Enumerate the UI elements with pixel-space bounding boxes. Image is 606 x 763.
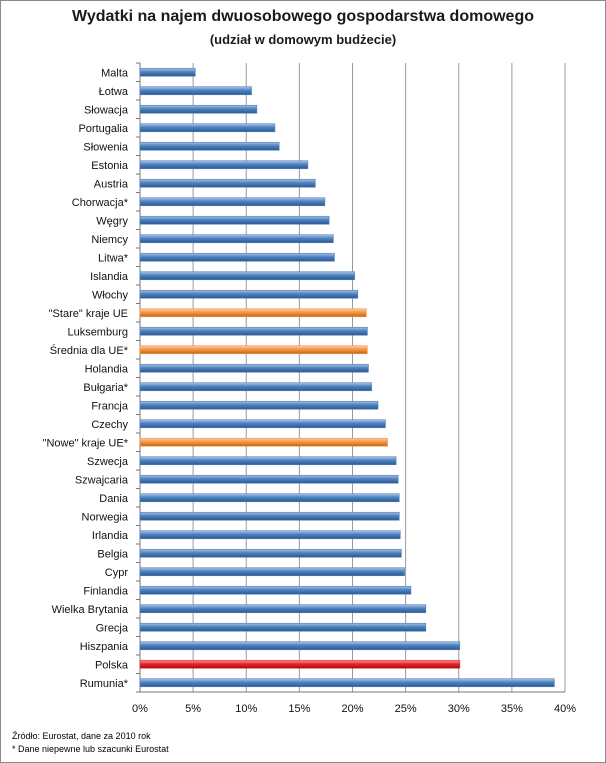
category-label: Grecja (96, 622, 129, 634)
source-note: Źródło: Eurostat, dane za 2010 rok (12, 731, 151, 741)
bar-29 (139, 604, 427, 614)
category-label: Portugalia (78, 123, 128, 135)
bar-24 (139, 511, 400, 521)
category-label: Islandia (90, 271, 129, 283)
category-label: Słowacja (84, 104, 129, 116)
estimate-note: * Dane niepewne lub szacunki Eurostat (12, 744, 169, 754)
x-tick-label: 35% (501, 703, 523, 715)
bar-23 (139, 493, 400, 503)
category-label: Cypr (105, 567, 129, 579)
category-label: Węgry (96, 215, 128, 227)
x-tick-label: 30% (448, 703, 470, 715)
category-label: Rumunia* (80, 678, 129, 690)
x-tick-label: 20% (341, 703, 363, 715)
category-label: Szwajcaria (75, 474, 129, 486)
bar-18 (139, 400, 379, 410)
bar-20 (139, 437, 388, 447)
category-label: Estonia (91, 160, 129, 172)
category-label: Dania (99, 493, 129, 505)
bar-15 (139, 345, 368, 355)
chart-title: Wydatki na najem dwuosobowego gospodarst… (72, 8, 534, 25)
x-tick-label: 5% (185, 703, 201, 715)
bar-6 (139, 178, 316, 188)
bar-21 (139, 456, 397, 466)
bar-0 (139, 67, 196, 77)
bar-2 (139, 104, 258, 114)
category-label: Chorwacja* (72, 197, 129, 209)
bar-31 (139, 641, 461, 651)
category-label: Szwecja (87, 456, 129, 468)
chart-subtitle: (udział w domowym budżecie) (209, 32, 397, 47)
x-tick-label: 40% (554, 703, 576, 715)
x-tick-label: 10% (235, 703, 257, 715)
x-tick-label: 0% (132, 703, 148, 715)
x-tick-label: 25% (395, 703, 417, 715)
bar-12 (139, 289, 359, 299)
bar-33 (139, 678, 555, 688)
footnotes: Źródło: Eurostat, dane za 2010 rok * Dan… (12, 730, 169, 756)
bar-9 (139, 234, 334, 244)
category-label: Polska (95, 659, 129, 671)
bar-26 (139, 548, 402, 558)
category-label: "Nowe" kraje UE* (43, 437, 129, 449)
category-label: Łotwa (99, 86, 129, 98)
bar-5 (139, 160, 309, 170)
bar-16 (139, 363, 369, 373)
category-label: Malta (101, 67, 129, 79)
category-label: Słowenia (83, 141, 129, 153)
bar-7 (139, 197, 326, 207)
bar-17 (139, 382, 372, 392)
category-label: Niemcy (91, 234, 128, 246)
category-label: Bułgaria* (83, 382, 128, 394)
bar-30 (139, 622, 427, 632)
bar-25 (139, 530, 401, 540)
category-label: Francja (91, 400, 129, 412)
category-label: Średnia dla UE* (50, 344, 129, 357)
bar-10 (139, 252, 335, 262)
bar-4 (139, 141, 280, 151)
category-label: Holandia (85, 363, 129, 375)
category-label: Irlandia (92, 530, 129, 542)
category-label: Włochy (92, 289, 129, 301)
category-label: Czechy (91, 419, 128, 431)
bar-11 (139, 271, 355, 281)
x-tick-label: 15% (288, 703, 310, 715)
bar-28 (139, 585, 412, 595)
bar-1 (139, 86, 252, 96)
category-label: Norwegia (82, 511, 129, 523)
category-label: Belgia (97, 548, 128, 560)
bar-22 (139, 474, 399, 484)
bar-19 (139, 419, 386, 429)
bar-3 (139, 123, 276, 133)
category-label: Litwa* (98, 252, 129, 264)
category-label: Austria (94, 178, 129, 190)
bar-27 (139, 567, 405, 577)
category-label: "Stare" kraje UE (49, 308, 128, 320)
category-label: Wielka Brytania (52, 604, 129, 616)
category-label: Luksemburg (67, 326, 128, 338)
bar-14 (139, 326, 368, 336)
bar-13 (139, 308, 367, 318)
category-label: Hiszpania (80, 641, 129, 653)
bar-32 (139, 659, 461, 669)
bar-8 (139, 215, 330, 225)
category-label: Finlandia (83, 585, 129, 597)
